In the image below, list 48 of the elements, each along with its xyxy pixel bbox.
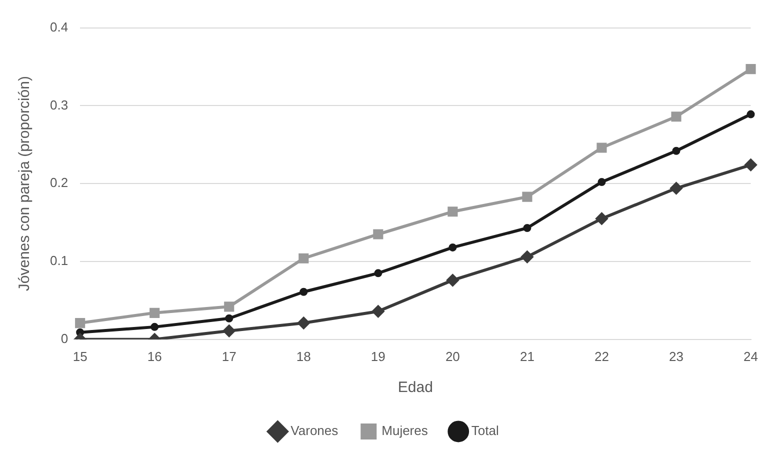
point — [75, 318, 86, 328]
legend-label: Varones — [290, 423, 339, 438]
legend-label: Mujeres — [382, 423, 428, 438]
point — [746, 110, 755, 118]
x-tick-label: 20 — [445, 348, 460, 364]
y-tick-label: 0.2 — [50, 175, 68, 190]
point — [448, 243, 457, 252]
point — [596, 142, 607, 153]
legend-label: Total — [471, 423, 499, 438]
y-tick-label: 0.3 — [50, 97, 68, 112]
point — [300, 288, 308, 296]
point — [373, 229, 384, 240]
x-axis-title: Edad — [398, 379, 433, 396]
x-tick-label: 18 — [296, 348, 311, 364]
point — [298, 317, 310, 330]
point — [225, 314, 234, 322]
point — [223, 324, 236, 337]
x-tick-label: 22 — [594, 348, 609, 364]
point — [746, 64, 756, 74]
point — [671, 112, 682, 122]
y-tick-label: 0.4 — [50, 19, 68, 34]
point — [448, 206, 458, 217]
point — [596, 212, 608, 225]
point — [670, 182, 682, 194]
x-tick-label: 23 — [669, 348, 684, 364]
point — [372, 305, 384, 318]
y-tick-label: 0.1 — [50, 253, 68, 268]
point — [522, 192, 532, 202]
x-tick-label: 17 — [222, 348, 236, 364]
x-tick-label: 21 — [520, 348, 534, 364]
x-tick-label: 15 — [72, 348, 88, 364]
point — [446, 274, 459, 286]
point — [598, 178, 606, 186]
point — [150, 308, 160, 318]
x-tick-label: 16 — [147, 348, 162, 364]
x-tick-label: 24 — [744, 348, 758, 364]
x-tick-label: 19 — [370, 348, 386, 364]
point — [224, 302, 234, 312]
point — [298, 253, 309, 264]
point — [523, 224, 532, 232]
y-axis-title: Jóvenes con pareja (proporción) — [16, 76, 34, 292]
point — [150, 322, 159, 331]
point — [744, 158, 757, 171]
point — [374, 269, 382, 278]
point — [521, 250, 534, 263]
y-tick-label: 0 — [60, 330, 68, 346]
point — [672, 146, 680, 155]
point — [76, 328, 84, 336]
